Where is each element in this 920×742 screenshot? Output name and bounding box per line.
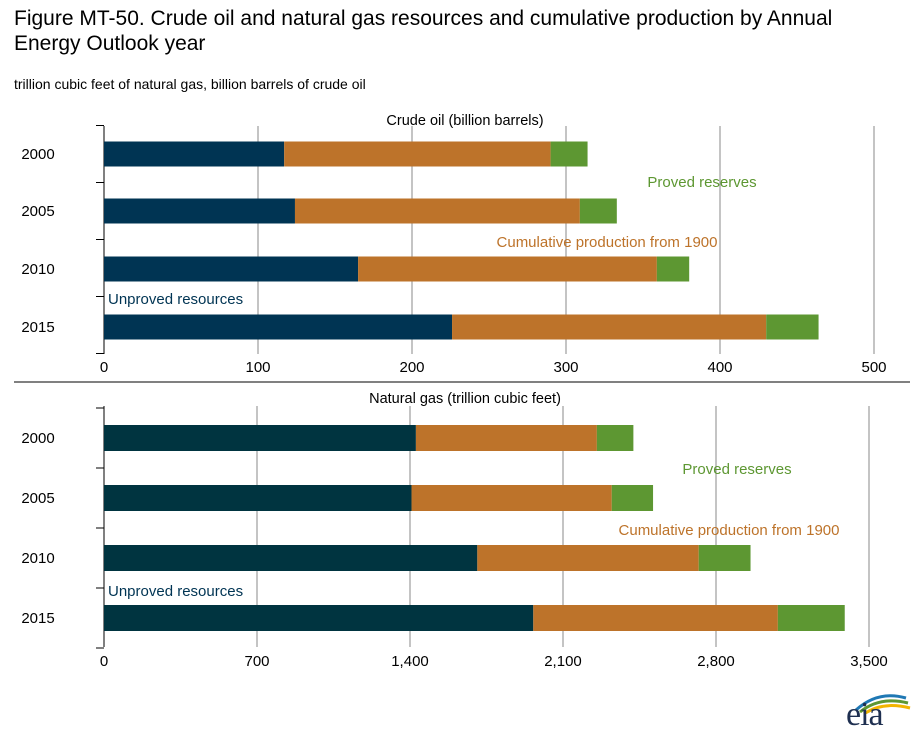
x-tick-label: 2,100 <box>544 653 582 670</box>
series-label: Unproved resources <box>108 291 243 308</box>
x-tick-label: 100 <box>245 359 270 376</box>
x-tick-label: 500 <box>861 359 886 376</box>
bar-segment-cumulative <box>452 314 767 340</box>
series-label: Cumulative production from 1900 <box>619 522 840 539</box>
category-label: 2010 <box>21 261 54 278</box>
bar-segment-unproved <box>104 256 359 282</box>
bar-segment-unproved <box>104 314 453 340</box>
series-label: Unproved resources <box>108 583 243 600</box>
x-tick-label: 400 <box>707 359 732 376</box>
category-label: 2015 <box>21 319 54 336</box>
bar-segment-proved <box>596 425 634 451</box>
panel-title: Natural gas (trillion cubic feet) <box>369 391 561 407</box>
category-label: 2000 <box>21 430 54 447</box>
bar-segment-unproved <box>104 485 412 511</box>
bar-segment-cumulative <box>358 256 657 282</box>
bar-segment-proved <box>579 198 617 224</box>
category-label: 2015 <box>21 610 54 627</box>
series-label: Proved reserves <box>647 174 756 191</box>
figure-title: Figure MT-50. Crude oil and natural gas … <box>14 7 833 55</box>
bar-segment-proved <box>611 485 654 511</box>
panel-title: Crude oil (billion barrels) <box>386 113 543 129</box>
bar-segment-unproved <box>104 545 478 571</box>
bar-segment-proved <box>777 605 845 631</box>
x-tick-label: 700 <box>244 653 269 670</box>
x-tick-label: 2,800 <box>697 653 735 670</box>
bar-segment-proved <box>550 141 588 167</box>
bar-segment-cumulative <box>477 545 699 571</box>
x-tick-label: 3,500 <box>850 653 888 670</box>
x-tick-label: 1,400 <box>391 653 429 670</box>
bar-segment-proved <box>656 256 690 282</box>
series-label: Cumulative production from 1900 <box>497 234 718 251</box>
bar-segment-cumulative <box>533 605 778 631</box>
bar-segment-proved <box>766 314 819 340</box>
x-tick-label: 0 <box>100 653 108 670</box>
x-tick-label: 200 <box>399 359 424 376</box>
bar-segment-unproved <box>104 141 285 167</box>
bar-segment-proved <box>698 545 751 571</box>
bar-segment-cumulative <box>415 425 597 451</box>
bar-segment-unproved <box>104 198 295 224</box>
x-tick-label: 300 <box>553 359 578 376</box>
bar-segment-cumulative <box>411 485 612 511</box>
category-label: 2005 <box>21 203 54 220</box>
category-label: 2000 <box>21 146 54 163</box>
bar-segment-cumulative <box>294 198 580 224</box>
category-label: 2005 <box>21 490 54 507</box>
bar-segment-unproved <box>104 425 416 451</box>
series-label: Proved reserves <box>682 461 791 478</box>
bar-segment-cumulative <box>284 141 551 167</box>
eia-logo-text: eia <box>846 696 884 733</box>
eia-logo: eia <box>846 688 911 736</box>
eia-logo-swoosh-icon <box>854 694 911 714</box>
category-label: 2010 <box>21 550 54 567</box>
bar-segment-unproved <box>104 605 534 631</box>
x-tick-label: 0 <box>100 359 108 376</box>
figure-subtitle: trillion cubic feet of natural gas, bill… <box>14 76 366 92</box>
